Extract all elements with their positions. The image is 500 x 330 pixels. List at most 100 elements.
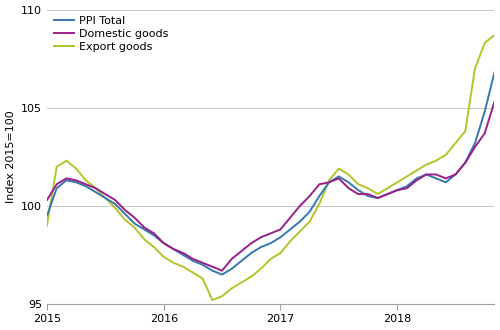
Export goods [492, 33, 498, 37]
Export goods [83, 179, 89, 182]
PPI Total [141, 227, 147, 231]
PPI Total [316, 194, 322, 198]
PPI Total [287, 227, 293, 231]
PPI Total [443, 180, 449, 184]
Export goods [316, 202, 322, 206]
Export goods [482, 41, 488, 45]
Export goods [54, 165, 60, 169]
PPI Total [424, 173, 430, 177]
Domestic goods [384, 192, 390, 196]
Legend: PPI Total, Domestic goods, Export goods: PPI Total, Domestic goods, Export goods [50, 13, 172, 55]
Export goods [229, 286, 235, 290]
Domestic goods [151, 231, 157, 235]
PPI Total [374, 196, 380, 200]
Export goods [248, 275, 254, 279]
Domestic goods [54, 182, 60, 186]
Domestic goods [365, 192, 371, 196]
Domestic goods [346, 186, 352, 190]
PPI Total [268, 241, 274, 245]
Domestic goods [64, 177, 70, 181]
Export goods [64, 159, 70, 163]
Domestic goods [219, 269, 225, 273]
PPI Total [336, 175, 342, 179]
PPI Total [346, 180, 352, 184]
Domestic goods [268, 231, 274, 235]
Domestic goods [356, 192, 362, 196]
Domestic goods [404, 186, 410, 190]
Export goods [384, 186, 390, 190]
PPI Total [452, 173, 458, 177]
Domestic goods [374, 196, 380, 200]
Domestic goods [112, 198, 118, 202]
Export goods [132, 225, 138, 229]
Export goods [374, 192, 380, 196]
Domestic goods [141, 225, 147, 229]
Export goods [92, 186, 98, 190]
PPI Total [73, 180, 79, 184]
PPI Total [160, 241, 166, 245]
Export goods [414, 169, 420, 173]
PPI Total [210, 269, 216, 273]
Export goods [170, 261, 176, 265]
Domestic goods [287, 216, 293, 220]
Domestic goods [443, 177, 449, 181]
PPI Total [122, 212, 128, 216]
Export goods [433, 159, 439, 163]
Domestic goods [336, 177, 342, 181]
PPI Total [404, 184, 410, 188]
Export goods [190, 271, 196, 275]
PPI Total [83, 184, 89, 188]
Domestic goods [248, 241, 254, 245]
PPI Total [326, 180, 332, 184]
Domestic goods [170, 247, 176, 251]
Export goods [452, 141, 458, 145]
Export goods [102, 196, 108, 200]
PPI Total [44, 214, 50, 218]
Export goods [268, 257, 274, 261]
Domestic goods [326, 180, 332, 184]
PPI Total [112, 202, 118, 206]
Export goods [219, 294, 225, 298]
Export goods [141, 237, 147, 241]
Y-axis label: Index 2015=100: Index 2015=100 [6, 111, 16, 203]
Line: Domestic goods: Domestic goods [47, 102, 494, 271]
Domestic goods [433, 173, 439, 177]
PPI Total [306, 210, 312, 214]
PPI Total [170, 247, 176, 251]
Domestic goods [472, 145, 478, 149]
Domestic goods [92, 186, 98, 190]
Export goods [462, 129, 468, 133]
Export goods [122, 217, 128, 221]
Export goods [258, 267, 264, 271]
Domestic goods [462, 161, 468, 165]
Domestic goods [238, 249, 244, 253]
Domestic goods [424, 173, 430, 177]
PPI Total [472, 141, 478, 145]
PPI Total [190, 259, 196, 263]
Export goods [443, 153, 449, 157]
Domestic goods [482, 131, 488, 135]
PPI Total [229, 267, 235, 271]
Export goods [210, 298, 216, 302]
PPI Total [102, 196, 108, 200]
Export goods [326, 179, 332, 182]
Export goods [365, 186, 371, 190]
Export goods [44, 223, 50, 227]
Domestic goods [278, 227, 283, 231]
Domestic goods [258, 235, 264, 239]
PPI Total [180, 253, 186, 257]
Domestic goods [83, 182, 89, 186]
Export goods [287, 239, 293, 243]
Export goods [151, 245, 157, 249]
Domestic goods [414, 179, 420, 182]
PPI Total [365, 194, 371, 198]
PPI Total [462, 161, 468, 165]
Export goods [112, 206, 118, 210]
Export goods [356, 182, 362, 186]
Domestic goods [102, 192, 108, 196]
PPI Total [54, 186, 60, 190]
Domestic goods [44, 198, 50, 202]
PPI Total [433, 177, 439, 181]
Export goods [472, 66, 478, 70]
PPI Total [414, 177, 420, 181]
